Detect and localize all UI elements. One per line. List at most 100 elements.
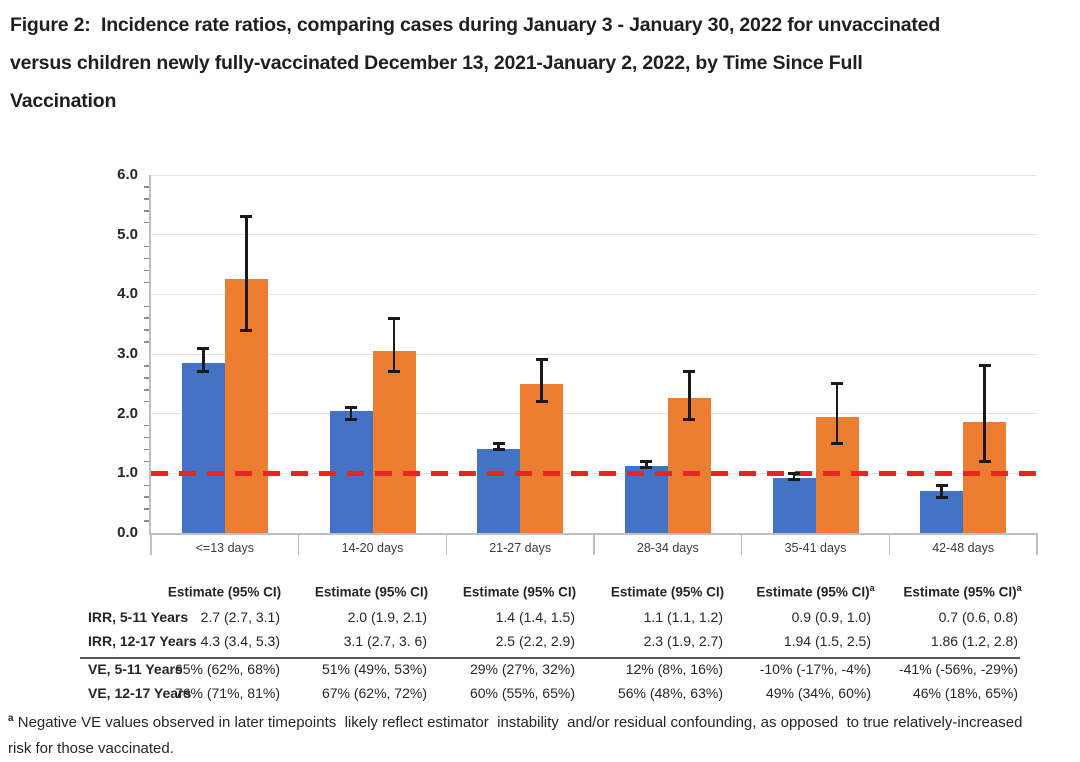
- table-divider: [80, 657, 1020, 659]
- error-bar-cap: [978, 364, 991, 368]
- gridline: [151, 234, 1037, 236]
- table-cell: 46% (18%, 65%): [912, 685, 1018, 701]
- y-minor-tick: [144, 257, 149, 260]
- table-cell: 29% (27%, 32%): [469, 661, 575, 677]
- table-cell: 2.0 (1.9, 2.1): [347, 609, 427, 625]
- y-axis-label: 0.0: [117, 524, 138, 541]
- y-minor-tick: [144, 221, 149, 224]
- table-cell: 1.4 (1.4, 1.5): [495, 609, 575, 625]
- table-header-cell: Estimate (95% CI): [610, 584, 725, 600]
- error-bar-irr-5-11-years: [202, 348, 205, 372]
- bar-irr-5-11-years: [477, 449, 521, 533]
- gridline: [151, 413, 1037, 415]
- table-cell: 49% (34%, 60%): [765, 685, 871, 701]
- bar-irr-12-17-years: [520, 383, 564, 533]
- plot-area: <=13 days 14-20 days 21-27 days 28-34 days 3…: [144, 174, 1038, 555]
- y-minor-tick: [144, 198, 149, 200]
- y-minor-tick: [144, 436, 149, 439]
- y-axis-label: 3.0: [117, 345, 138, 362]
- x-category-label: 42-48 days: [932, 541, 995, 555]
- y-axis-label: 6.0: [117, 166, 138, 183]
- row-label: IRR, 5-11 Years: [88, 609, 189, 625]
- gridline: [151, 353, 1037, 355]
- row-label: VE, 5-11 Years: [88, 661, 183, 677]
- error-bar-cap: [935, 495, 948, 499]
- y-minor-tick: [144, 269, 149, 272]
- table-cell: 65% (62%, 68%): [174, 661, 280, 677]
- table-cell: 0.9 (0.9, 1.0): [791, 609, 871, 625]
- y-minor-tick: [144, 448, 149, 451]
- bar-irr-5-11-years: [624, 465, 668, 533]
- error-bar-irr-12-17-years: [245, 216, 248, 331]
- error-bar-irr-5-11-years: [940, 485, 943, 498]
- bar-irr-5-11-years: [181, 362, 225, 533]
- x-axis-line: [149, 533, 1037, 535]
- y-minor-tick: [144, 305, 149, 308]
- footnote: a Negative VE values observed in later t…: [8, 706, 1038, 762]
- x-category-label: 21-27 days: [489, 541, 552, 555]
- error-bar-irr-5-11-years: [792, 473, 796, 480]
- y-minor-tick: [144, 508, 149, 510]
- error-bar-cap: [535, 358, 548, 362]
- y-minor-tick: [144, 317, 149, 319]
- table-header-cell: Estimate (95% CI): [462, 584, 577, 600]
- error-bar-irr-5-11-years: [349, 407, 353, 420]
- y-minor-tick: [144, 341, 149, 343]
- error-bar-cap: [640, 465, 653, 469]
- table-row: IRR, 12-17 Years 4.3 (3.4, 5.3) 3.1 (2.7…: [0, 633, 1080, 657]
- figure-title: Figure 2: Incidence rate ratios, compari…: [10, 6, 1072, 120]
- error-bar-cap: [788, 477, 800, 481]
- footnote-text: Negative VE values observed in later tim…: [8, 714, 1027, 757]
- table-cell: -10% (-17%, -4%): [759, 661, 871, 677]
- x-axis-tick: [1036, 533, 1038, 555]
- error-bar-cap: [197, 370, 210, 374]
- y-minor-tick: [144, 496, 149, 498]
- y-minor-tick: [144, 365, 149, 367]
- table-header-cell: Estimate (95% CI)a: [903, 583, 1022, 600]
- table-cell: 67% (62%, 72%): [321, 685, 427, 701]
- table-cell: 12% (8%, 16%): [625, 661, 723, 677]
- y-minor-tick: [144, 210, 149, 212]
- error-bar-cap: [788, 471, 800, 475]
- x-category-label: 28-34 days: [636, 541, 699, 555]
- y-minor-tick: [144, 389, 149, 391]
- table-cell: 51% (49%, 53%): [321, 661, 427, 677]
- error-bar-irr-12-17-years: [392, 318, 396, 372]
- table-cell: 60% (55%, 65%): [469, 685, 575, 701]
- error-bar-cap: [388, 370, 400, 374]
- y-axis-label: 1.0: [117, 464, 138, 482]
- y-axis-line: [149, 175, 151, 535]
- table-row: VE, 12-17 Years 76% (71%, 81%) 67% (62%,…: [0, 685, 1080, 709]
- x-category-label: 35-41 days: [784, 541, 847, 555]
- error-bar-cap: [492, 447, 505, 451]
- error-bar-irr-5-11-years: [497, 443, 500, 450]
- error-bar-cap: [388, 316, 400, 320]
- y-minor-tick: [144, 245, 149, 248]
- error-bar-irr-12-17-years: [688, 371, 691, 420]
- table-cell: 4.3 (3.4, 5.3): [200, 633, 280, 649]
- x-axis-tick: [445, 533, 448, 555]
- y-minor-tick: [144, 520, 149, 522]
- reference-line: [151, 470, 1037, 476]
- figure-title-line: Vaccination: [10, 90, 117, 112]
- table-cell: -41% (-56%, -29%): [898, 661, 1018, 677]
- table-cell: 1.94 (1.5, 2.5): [783, 633, 871, 649]
- error-bar-cap: [345, 406, 357, 410]
- table-cell: 2.7 (2.7, 3.1): [200, 609, 280, 625]
- gridline: [151, 293, 1037, 295]
- error-bar-cap: [831, 442, 843, 445]
- y-minor-tick: [144, 400, 149, 403]
- figure-title-line: versus children newly fully-vaccinated D…: [10, 52, 863, 74]
- table-row: IRR, 5-11 Years 2.7 (2.7, 3.1) 2.0 (1.9,…: [0, 609, 1080, 633]
- x-category-label: 14-20 days: [341, 541, 404, 555]
- table-cell: 1.86 (1.2, 2.8): [930, 633, 1018, 649]
- x-axis-tick: [150, 533, 152, 555]
- row-label: VE, 12-17 Years: [88, 685, 192, 701]
- x-axis-tick: [297, 533, 300, 555]
- error-bar-cap: [978, 459, 991, 463]
- table-cell: 56% (48%, 63%): [617, 685, 723, 701]
- table-header-cell: Estimate (95% CI): [314, 584, 429, 600]
- y-minor-tick: [144, 377, 149, 379]
